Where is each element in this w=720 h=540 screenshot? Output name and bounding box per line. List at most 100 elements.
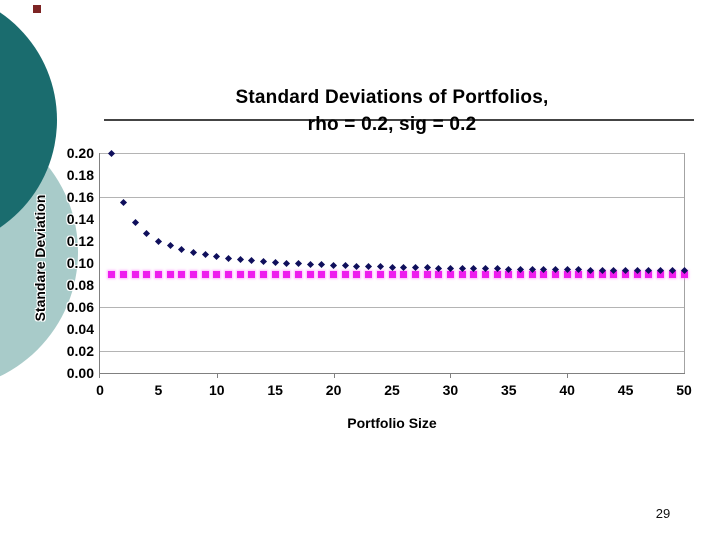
data-point-diamond [411, 264, 419, 272]
data-point-square [295, 271, 303, 279]
data-point-diamond [283, 259, 291, 267]
data-point-diamond [131, 219, 139, 227]
data-point-square [388, 271, 396, 279]
data-point-diamond [178, 246, 186, 254]
gridline [100, 152, 684, 154]
page-number: 29 [655, 506, 671, 521]
data-point-square [189, 271, 197, 279]
x-tick-label: 30 [442, 382, 459, 398]
x-tick-label: 10 [209, 382, 225, 398]
data-point-square [400, 271, 408, 279]
data-point-square [598, 271, 606, 279]
data-point-diamond [400, 263, 408, 271]
data-point-square [119, 271, 127, 279]
data-point-diamond [295, 260, 303, 268]
y-tick-label: 0.20 [66, 145, 94, 161]
data-point-square [376, 271, 384, 279]
x-tick-label: 35 [501, 382, 517, 398]
data-point-diamond [259, 257, 268, 265]
data-point-square [131, 271, 139, 279]
y-tick-label: 0.18 [66, 167, 94, 183]
data-point-diamond [236, 255, 244, 263]
data-point-square [505, 271, 513, 279]
x-tick-label: 15 [267, 382, 283, 398]
x-tick-label: 50 [676, 382, 692, 398]
data-point-diamond [353, 262, 361, 270]
data-point-square [411, 271, 419, 279]
data-point-diamond [248, 256, 256, 265]
data-point-square [213, 271, 221, 279]
data-point-square [563, 271, 571, 279]
accent-square [33, 5, 41, 13]
data-point-square [201, 271, 209, 279]
data-point-square [236, 271, 244, 279]
x-tick-label: 5 [154, 382, 163, 398]
x-tick-mark [216, 373, 218, 378]
data-point-diamond [330, 261, 338, 269]
x-tick-label: 40 [559, 382, 575, 398]
data-point-square [260, 271, 268, 279]
data-point-square [108, 271, 116, 279]
plot-area [99, 149, 688, 378]
data-point-square [283, 271, 291, 279]
y-tick-label: 0.04 [66, 321, 94, 337]
title-underline [104, 119, 694, 121]
data-point-square [516, 271, 524, 279]
data-point-diamond [341, 262, 349, 270]
data-point-square [178, 271, 186, 279]
chart-title-line2: rho = 0.2, sig = 0.2 [307, 114, 477, 135]
data-point-square [166, 271, 174, 279]
data-point-diamond [365, 262, 373, 270]
data-point-diamond [189, 249, 197, 257]
y-tick-label: 0.06 [66, 299, 94, 315]
y-tick-label: 0.10 [66, 255, 94, 271]
gridline [100, 196, 684, 198]
data-point-square [224, 271, 232, 279]
data-point-square [341, 271, 349, 279]
chart-title: Standard Deviations of Portfolios, rho =… [100, 84, 684, 138]
y-tick-label: 0.16 [66, 189, 94, 205]
data-point-square [622, 271, 630, 279]
x-axis-title: Portfolio Size [347, 415, 437, 431]
y-axis-line [99, 153, 100, 378]
y-tick-label: 0.02 [66, 343, 94, 359]
data-point-square [154, 271, 162, 279]
data-point-square [353, 271, 361, 279]
data-point-square [446, 271, 454, 279]
data-point-square [610, 271, 618, 279]
data-point-square [318, 271, 326, 279]
x-tick-mark [333, 373, 335, 378]
data-point-diamond [143, 230, 151, 238]
y-tick-label: 0.14 [66, 211, 94, 227]
data-point-diamond [166, 242, 174, 250]
data-point-square [528, 271, 536, 279]
data-point-square [306, 271, 314, 279]
data-point-square [248, 271, 256, 279]
y-tick-label: 0.00 [66, 365, 94, 381]
data-point-diamond [108, 149, 116, 157]
data-point-square [458, 271, 466, 279]
data-point-square [435, 271, 443, 279]
data-point-diamond [271, 258, 279, 266]
data-point-square [540, 271, 548, 279]
x-tick-label: 25 [384, 382, 400, 398]
x-tick-label: 0 [96, 382, 104, 398]
gridline [100, 350, 684, 352]
data-point-diamond [119, 199, 127, 207]
x-tick-label: 20 [325, 382, 342, 398]
y-tick-label: 0.12 [66, 233, 94, 249]
data-point-square [365, 271, 373, 279]
data-point-square [481, 271, 489, 279]
data-point-square [423, 271, 431, 279]
data-point-diamond [213, 253, 221, 261]
y-tick-label: 0.08 [66, 277, 94, 293]
data-point-square [330, 271, 338, 279]
data-point-diamond [318, 261, 326, 269]
data-point-diamond [376, 263, 384, 271]
data-point-square [633, 271, 641, 279]
x-tick-mark [567, 373, 569, 378]
data-point-square [657, 271, 665, 279]
data-point-diamond [388, 263, 396, 271]
